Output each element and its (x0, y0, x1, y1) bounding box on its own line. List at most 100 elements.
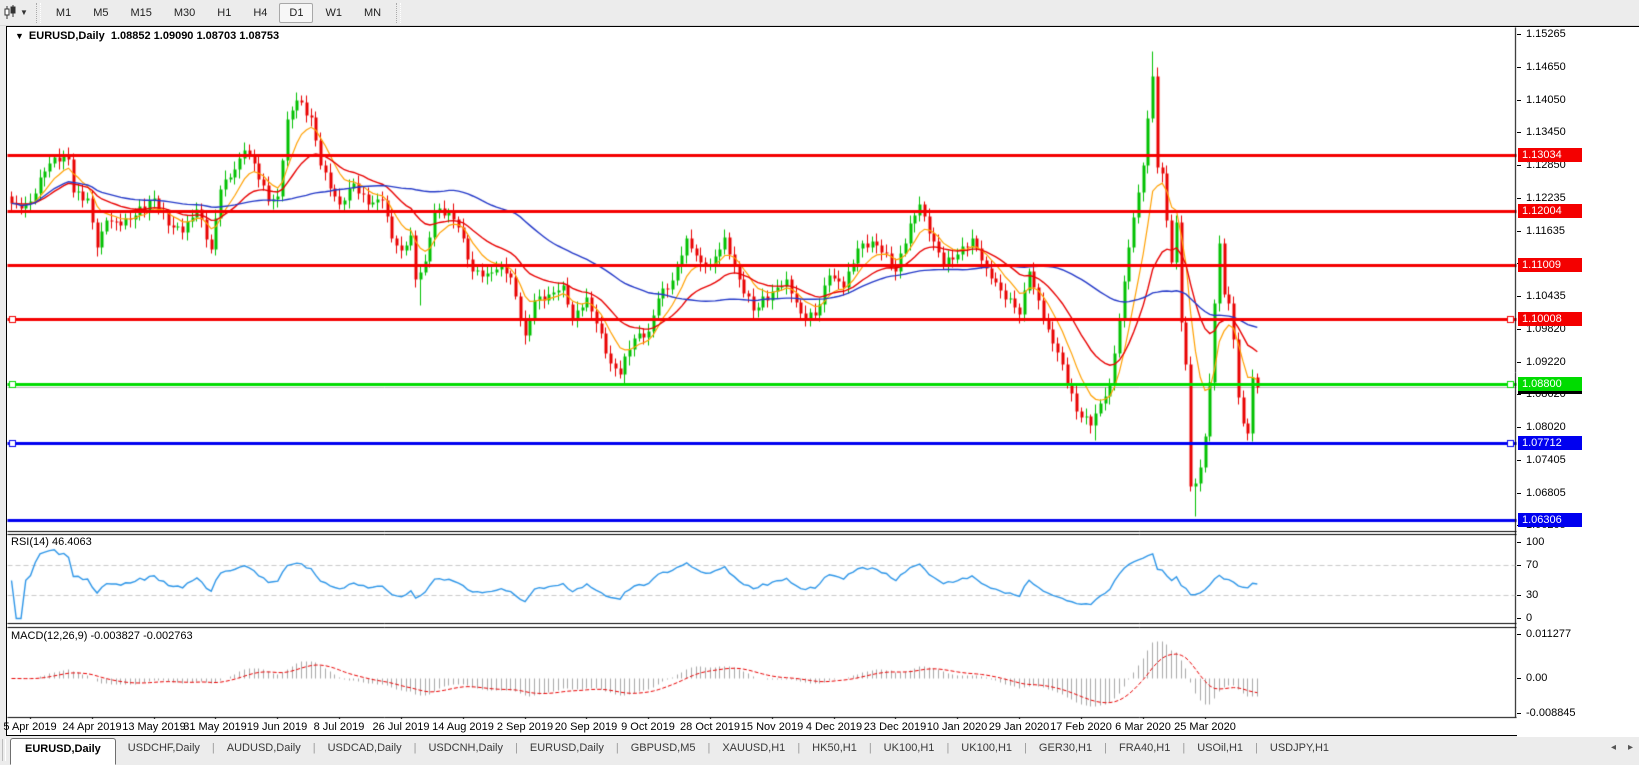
axis-tick-mark (1517, 618, 1521, 619)
chart-tab-eurusd-daily[interactable]: EURUSD,Daily (10, 738, 116, 765)
date-tick-label: 9 Oct 2019 (621, 721, 675, 733)
date-tick-label: 24 Apr 2019 (62, 721, 122, 733)
axis-tick-label: 1.13450 (1526, 126, 1566, 138)
timeframe-button-MN[interactable]: MN (363, 6, 382, 19)
chart-tab-xauusd-h1[interactable]: XAUUSD,H1 (722, 742, 786, 754)
tab-scroll-right-icon[interactable]: ▸ (1627, 742, 1633, 753)
date-tick-label: 17 Feb 2020 (1050, 721, 1112, 733)
axis-tick-mark (1517, 678, 1521, 679)
date-tick-label: 4 Dec 2019 (805, 721, 863, 733)
axis-tick-mark (1517, 634, 1521, 635)
axis-tick-mark (1517, 460, 1521, 461)
chart-tab-fra40-h1[interactable]: FRA40,H1 (1118, 742, 1171, 754)
timeframe-button-M15[interactable]: M15 (130, 6, 152, 19)
axis-tick-label: 1.12235 (1526, 192, 1566, 204)
price-axis[interactable]: 1.15265 1.14650 1.14050 1.13450 1.12850 1.122… (1517, 27, 1639, 737)
tab-scroll-left-icon[interactable]: ◂ (1610, 742, 1616, 753)
chart-symbol: EURUSD,Daily (28, 30, 105, 42)
axis-tick-label: 0.011277 (1526, 628, 1572, 640)
price-line-label: 1.12004 (1518, 204, 1582, 218)
axis-tick-mark (1517, 394, 1521, 395)
axis-tick-mark (1517, 362, 1521, 363)
tab-separator: | (312, 742, 316, 754)
timeframe-button-M5[interactable]: M5 (93, 6, 109, 19)
timeframe-buttons: M1 M5 M15 M30 H1 H4 D1 W1 MN (45, 2, 392, 23)
date-tick-label: 20 Sep 2019 (554, 721, 618, 733)
price-line-label: 1.13034 (1518, 148, 1582, 162)
tab-separator: | (615, 742, 619, 754)
candlestick-chart-icon[interactable] (1, 4, 19, 22)
chart-tab-uk100-h1[interactable]: UK100,H1 (883, 742, 935, 754)
chart-tab-ger30-h1[interactable]: GER30,H1 (1038, 742, 1093, 754)
tab-separator: | (707, 742, 711, 754)
timeframe-button-W1[interactable]: W1 (325, 6, 342, 19)
timeframe-button-D1[interactable]: D1 (279, 2, 314, 23)
timeframe-button-H4[interactable]: H4 (253, 6, 268, 19)
date-tick-label: 6 Mar 2020 (1115, 721, 1171, 733)
price-line-label: 1.11009 (1518, 258, 1582, 272)
chart-tab-usoil-h1[interactable]: USOil,H1 (1197, 742, 1244, 754)
axis-tick-mark (1517, 165, 1521, 166)
axis-tick-label: 1.07405 (1526, 454, 1566, 466)
axis-tick-label: 1.11635 (1526, 225, 1565, 237)
chart-type-dropdown-caret[interactable]: ▼ (20, 8, 28, 17)
axis-tick-label: 1.06805 (1526, 487, 1566, 499)
price-line-label: 1.10008 (1518, 312, 1582, 326)
axis-tick-mark (1517, 231, 1521, 232)
axis-tick-label: 1.10435 (1526, 290, 1566, 302)
date-tick-label: 10 Jan 2020 (926, 721, 988, 733)
date-tick-label: 15 Nov 2019 (740, 721, 804, 733)
price-line-label: 1.07712 (1518, 436, 1582, 450)
axis-tick-mark (1517, 198, 1521, 199)
tab-scroll-arrows: ◂ ▸ (1611, 743, 1633, 753)
axis-tick-mark (1517, 132, 1521, 133)
axis-tick-mark (1517, 427, 1521, 428)
axis-tick-label: 70 (1526, 559, 1539, 571)
chart-tab-hk50-h1[interactable]: HK50,H1 (812, 742, 857, 754)
axis-tick-mark (1517, 713, 1521, 714)
date-tick-label: 8 Jul 2019 (313, 721, 365, 733)
chart-tab-eurusd-daily[interactable]: EURUSD,Daily (529, 742, 604, 754)
chart-tab-gbpusd-m5[interactable]: GBPUSD,M5 (630, 742, 696, 754)
axis-tick-mark (1517, 100, 1521, 101)
chart-dropdown-icon[interactable]: ▼ (15, 31, 24, 41)
chart-tab-audusd-daily[interactable]: AUDUSD,Daily (226, 742, 301, 754)
axis-tick-mark (1517, 329, 1521, 330)
chart-tab-usdchf-daily[interactable]: USDCHF,Daily (127, 742, 200, 754)
tab-separator: | (1182, 742, 1186, 754)
chart-tab-bar: EURUSD,Daily USDCHF,Daily | AUDUSD,Daily | US… (0, 736, 1639, 765)
axis-tick-mark (1517, 296, 1521, 297)
tab-separator: | (515, 742, 518, 754)
axis-tick-mark (1517, 493, 1521, 494)
chart-tabs: EURUSD,Daily USDCHF,Daily | AUDUSD,Daily | US… (10, 738, 1341, 765)
axis-tick-label: 1.08020 (1526, 421, 1566, 433)
tab-separator: | (211, 742, 215, 754)
axis-tick-label: 1.09820 (1526, 323, 1566, 335)
axis-tick-label: 1.12850 (1526, 159, 1566, 171)
timeframe-button-M1[interactable]: M1 (55, 6, 72, 19)
chart-ohlc-values: 1.08852 1.09090 1.08703 1.08753 (110, 30, 280, 42)
toolbar-separator (35, 2, 41, 23)
date-tick-label: 31 May 2019 (183, 721, 247, 733)
axis-tick-label: -0.008845 (1526, 707, 1576, 719)
tab-separator: | (1104, 742, 1107, 754)
axis-tick-label: 0.00 (1526, 672, 1548, 684)
tab-separator: | (797, 742, 801, 754)
tab-separator: | (868, 742, 872, 754)
chart-tab-usdjpy-h1[interactable]: USDJPY,H1 (1269, 742, 1330, 754)
chart-tab-usdcad-daily[interactable]: USDCAD,Daily (327, 742, 402, 754)
date-tick-label: 23 Dec 2019 (863, 721, 927, 733)
axis-tick-mark (1517, 542, 1521, 543)
axis-tick-label: 1.14050 (1526, 94, 1566, 106)
timeframe-button-M30[interactable]: M30 (173, 6, 196, 19)
chart-tab-uk100-h1[interactable]: UK100,H1 (961, 742, 1013, 754)
axis-tick-label: 100 (1526, 536, 1545, 548)
price-line-label: 1.06306 (1518, 513, 1582, 527)
date-tick-label: 29 Jan 2020 (988, 721, 1050, 733)
timeframe-button-H1[interactable]: H1 (217, 6, 232, 19)
date-tick-label: 26 Jul 2019 (372, 721, 430, 733)
chart-tab-usdcnh-daily[interactable]: USDCNH,Daily (428, 742, 503, 754)
tab-separator: | (413, 742, 417, 754)
axis-tick-mark (1517, 67, 1521, 68)
price-chart-canvas[interactable] (7, 27, 1517, 719)
